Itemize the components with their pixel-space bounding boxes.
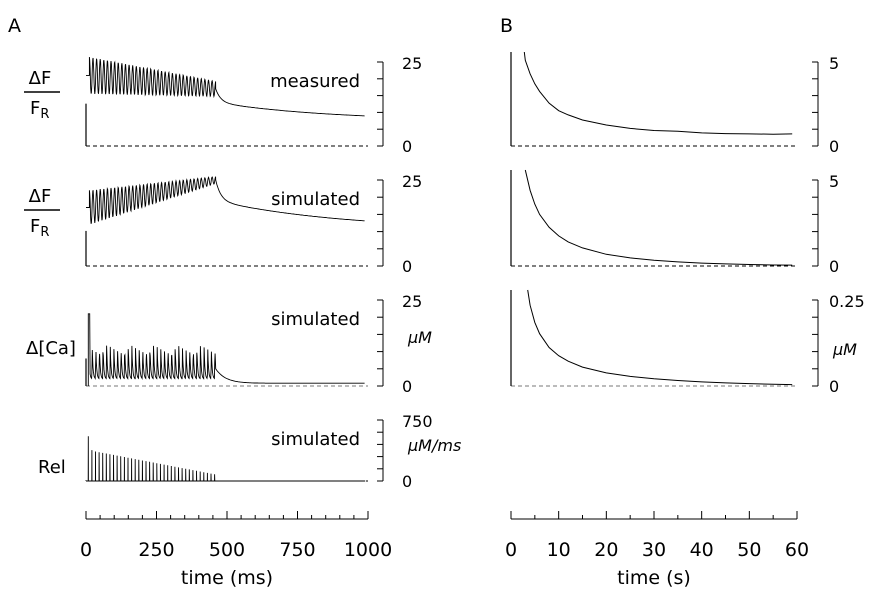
panel-b-row-3: 0.25 0 μM bbox=[511, 290, 865, 396]
y-tick-label: 0 bbox=[402, 257, 412, 276]
y-unit-label: μM/ms bbox=[407, 436, 461, 455]
y-label-numerator: ΔF bbox=[29, 186, 52, 207]
x-tick-label: 60 bbox=[785, 539, 809, 561]
panel-b-row-1: 50 bbox=[511, 52, 839, 156]
y-label-subscript: R bbox=[40, 107, 49, 122]
x-tick-label: 30 bbox=[642, 539, 666, 561]
trace-label: simulated bbox=[271, 309, 360, 330]
y-tick-label: 5 bbox=[829, 172, 839, 191]
y-tick-label: 25 bbox=[402, 54, 422, 73]
y-label-denominator: FR bbox=[30, 98, 49, 122]
panel-b-x-axis: 0 10 20 30 40 50 60 time (s) bbox=[505, 511, 809, 589]
x-tick-label: 500 bbox=[209, 539, 245, 561]
y-label-subscript: R bbox=[40, 225, 49, 240]
y-unit-label: μM bbox=[832, 340, 857, 359]
y-tick-label: 0 bbox=[402, 137, 412, 156]
panel-label-b: B bbox=[500, 15, 513, 37]
x-tick-label: 10 bbox=[547, 539, 571, 561]
panel-b-row-2: 50 bbox=[511, 170, 839, 276]
x-tick-label: 0 bbox=[505, 539, 517, 561]
x-axis-label: time (s) bbox=[617, 567, 691, 589]
y-label-numerator: ΔF bbox=[29, 68, 52, 89]
y-unit-label: μM bbox=[407, 328, 432, 347]
y-label: Rel bbox=[38, 457, 66, 478]
x-tick-label: 50 bbox=[737, 539, 761, 561]
trace-measured bbox=[524, 52, 792, 134]
y-tick-label: 25 bbox=[402, 292, 422, 311]
y-tick-label: 0 bbox=[829, 137, 839, 156]
trace-label: simulated bbox=[271, 429, 360, 450]
trace-label: simulated bbox=[271, 189, 360, 210]
trace-label: measured bbox=[270, 71, 360, 92]
y-label: Δ[Ca] bbox=[26, 338, 76, 359]
y-tick-label: 5 bbox=[829, 54, 839, 73]
x-tick-label: 1000 bbox=[344, 539, 392, 561]
x-tick-label: 750 bbox=[279, 539, 315, 561]
y-tick-label: 750 bbox=[402, 412, 433, 431]
chart-layer: 250measuredΔFFR250simulatedΔFFR250μMsimu… bbox=[24, 52, 865, 589]
x-tick-label: 40 bbox=[690, 539, 714, 561]
panel-a-row-2: 25 0 simulated ΔF FR bbox=[24, 172, 422, 276]
x-tick-label: 250 bbox=[138, 539, 174, 561]
trace-simulated bbox=[528, 290, 793, 385]
y-tick-label: 0.25 bbox=[829, 292, 865, 311]
panel-a-row-3: 25 0 μM simulated Δ[Ca] bbox=[26, 292, 432, 396]
x-tick-label: 20 bbox=[594, 539, 618, 561]
x-axis-label: time (ms) bbox=[181, 567, 273, 589]
panel-a-x-axis: 0 250 500 750 1000 time (ms) bbox=[80, 511, 392, 589]
y-tick-label: 0 bbox=[829, 257, 839, 276]
y-label-denominator: FR bbox=[30, 216, 49, 240]
y-tick-label: 0 bbox=[402, 377, 412, 396]
trace-simulated bbox=[525, 170, 792, 265]
panel-a-row-4: 750 0 μM/ms simulated Rel bbox=[38, 412, 461, 491]
panel-a-row-1: 25 0 measured ΔF FR bbox=[24, 54, 422, 156]
panel-label-a: A bbox=[8, 15, 21, 37]
y-tick-label: 0 bbox=[402, 472, 412, 491]
y-tick-label: 0 bbox=[829, 377, 839, 396]
x-tick-label: 0 bbox=[80, 539, 92, 561]
y-tick-label: 25 bbox=[402, 172, 422, 191]
